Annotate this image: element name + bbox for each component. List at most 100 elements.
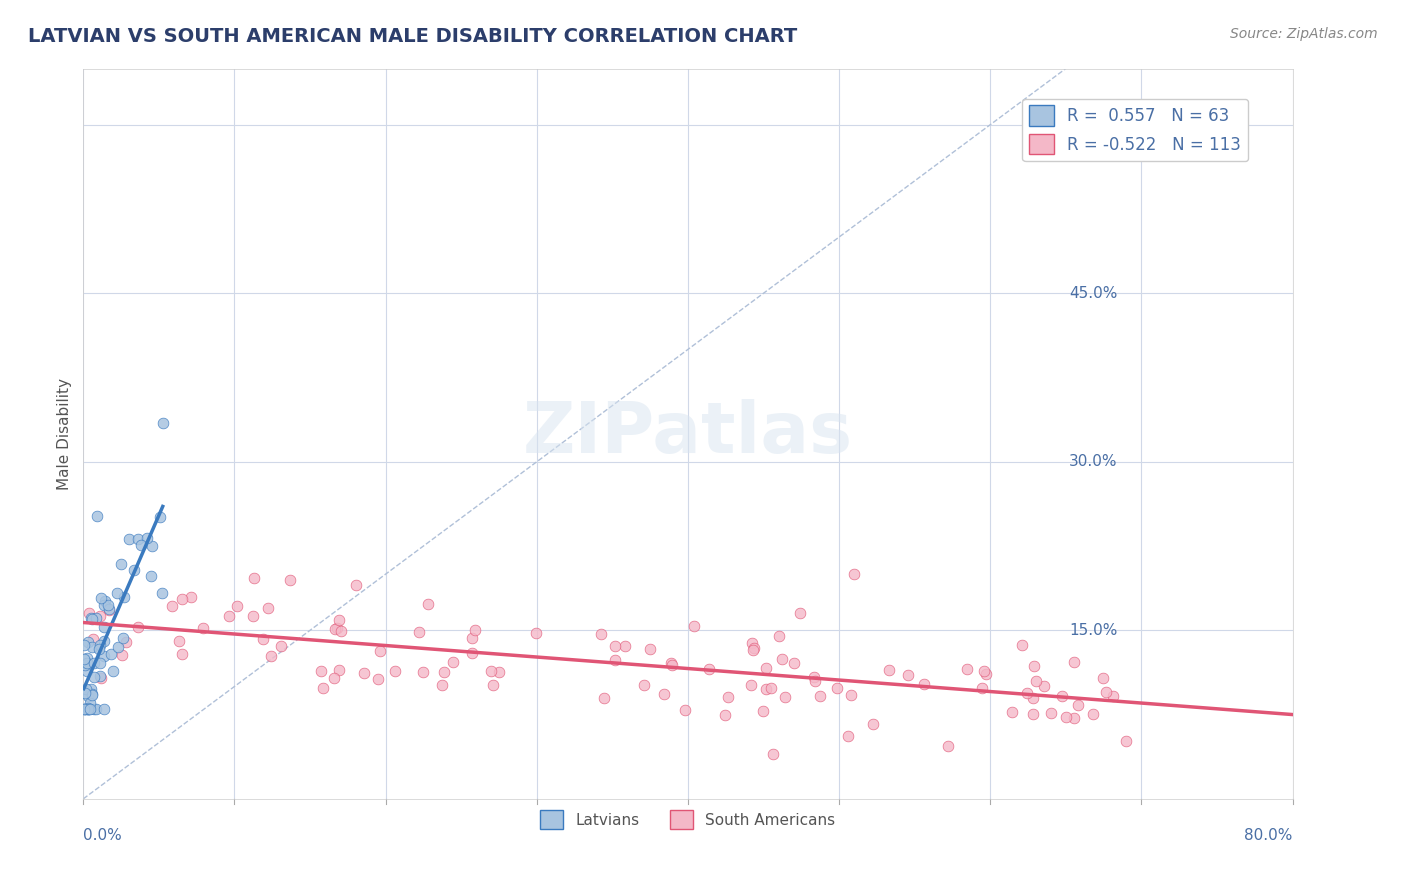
South Americans [312,681,335,695]
South Americans [974,667,997,681]
South Americans [789,606,811,620]
South Americans [1001,705,1024,719]
Y-axis label: Male Disability: Male Disability [58,377,72,490]
South Americans [328,663,350,677]
South Americans [783,656,806,670]
South Americans [172,592,194,607]
South Americans [90,672,112,686]
South Americans [461,646,484,660]
Latvians [86,611,108,625]
Latvians [76,689,98,703]
Latvians [80,640,103,654]
South Americans [1095,685,1118,699]
Latvians [135,531,157,545]
Latvians [118,533,141,547]
Latvians [124,563,146,577]
South Americans [256,600,278,615]
Latvians [152,417,174,431]
South Americans [111,648,134,663]
Latvians [105,586,128,600]
Latvians [93,634,115,648]
Latvians [94,594,117,608]
South Americans [970,681,993,695]
Latvians [129,537,152,551]
South Americans [77,606,100,620]
Latvians [107,640,129,654]
South Americans [218,609,240,624]
South Americans [1040,706,1063,721]
South Americans [808,689,831,703]
Latvians [73,652,96,666]
South Americans [370,644,392,658]
South Americans [742,643,765,657]
Latvians [76,635,98,649]
South Americans [837,730,859,744]
South Americans [243,571,266,585]
Latvians [93,702,115,716]
South Americans [673,703,696,717]
Latvians [83,656,105,670]
South Americans [593,691,616,706]
Latvians [83,670,105,684]
South Americans [605,653,627,667]
Latvians [76,665,98,679]
South Americans [842,566,865,581]
South Americans [193,621,215,635]
Latvians [79,702,101,716]
South Americans [1054,710,1077,724]
Latvians [79,696,101,710]
South Americans [956,662,979,676]
Latvians [76,656,98,670]
Latvians [77,702,100,716]
Latvians [93,649,115,664]
Latvians [101,664,124,678]
South Americans [1067,698,1090,712]
Latvians [152,586,174,600]
South Americans [180,590,202,604]
South Americans [768,629,790,643]
Latvians [93,599,115,613]
South Americans [328,613,350,627]
South Americans [430,678,453,692]
South Americans [441,655,464,669]
Latvians [80,687,103,701]
South Americans [323,672,346,686]
South Americans [412,665,434,679]
South Americans [652,687,675,701]
South Americans [862,716,884,731]
South Americans [170,647,193,661]
Latvians [110,557,132,571]
South Americans [82,632,104,646]
South Americans [488,665,510,680]
South Americans [278,573,301,587]
South Americans [682,618,704,632]
South Americans [1022,659,1045,673]
South Americans [1050,689,1073,703]
Latvians [73,702,96,716]
South Americans [897,667,920,681]
South Americans [270,639,292,653]
Text: 0.0%: 0.0% [83,828,122,843]
Latvians [73,702,96,716]
South Americans [755,681,778,696]
South Americans [759,681,782,695]
Latvians [89,639,111,653]
South Americans [841,688,863,702]
South Americans [524,626,547,640]
Text: 60.0%: 60.0% [1069,117,1118,132]
South Americans [89,608,111,623]
Latvians [112,590,135,604]
Latvians [90,591,112,606]
South Americans [661,658,683,673]
South Americans [1025,674,1047,689]
Text: LATVIAN VS SOUTH AMERICAN MALE DISABILITY CORRELATION CHART: LATVIAN VS SOUTH AMERICAN MALE DISABILIT… [28,27,797,45]
South Americans [803,670,825,684]
Latvians [139,568,162,582]
Latvians [82,612,104,626]
Text: 15.0%: 15.0% [1069,623,1118,638]
Text: ZIPatlas: ZIPatlas [523,400,853,468]
Latvians [76,650,98,665]
South Americans [98,603,121,617]
South Americans [614,639,637,653]
South Americans [1021,691,1043,706]
